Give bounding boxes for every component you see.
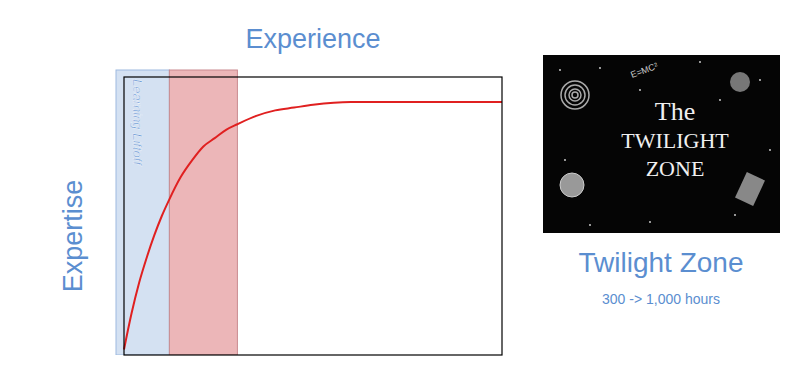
clock — [560, 173, 584, 197]
star — [769, 149, 771, 151]
star — [639, 89, 641, 91]
star — [599, 67, 601, 69]
spiral — [572, 92, 578, 98]
learning-curve — [124, 102, 502, 349]
plot-frame — [124, 77, 502, 355]
star — [699, 61, 701, 63]
shaded-region — [169, 70, 237, 355]
region-label: Learning Liftoff — [130, 79, 145, 166]
spiral — [561, 81, 589, 109]
star — [559, 69, 561, 71]
image-text: TWILIGHT — [621, 128, 729, 153]
twilight-image: E=MC² TheTWILIGHT ZONE — [543, 55, 780, 233]
panel-title: Twilight Zone — [579, 247, 744, 278]
star — [759, 79, 761, 81]
panel-subtitle: 300 -> 1,000 hours — [602, 291, 720, 307]
spiral — [569, 89, 581, 101]
x-axis-title: Experience — [245, 24, 380, 54]
image-background — [543, 55, 780, 233]
chart: Learning Liftoff Experience Expertise E=MC²… — [0, 0, 786, 379]
image-text: ZONE — [646, 156, 705, 181]
image-text: The — [655, 97, 695, 126]
plot-area — [116, 70, 502, 355]
spiral — [565, 85, 585, 105]
star — [564, 159, 566, 161]
star — [649, 221, 651, 223]
formula: E=MC² — [629, 61, 659, 80]
door — [735, 172, 765, 206]
y-axis-title: Expertise — [58, 180, 88, 293]
eye — [730, 72, 750, 92]
star — [734, 214, 736, 216]
star — [719, 99, 721, 101]
star — [589, 224, 591, 226]
